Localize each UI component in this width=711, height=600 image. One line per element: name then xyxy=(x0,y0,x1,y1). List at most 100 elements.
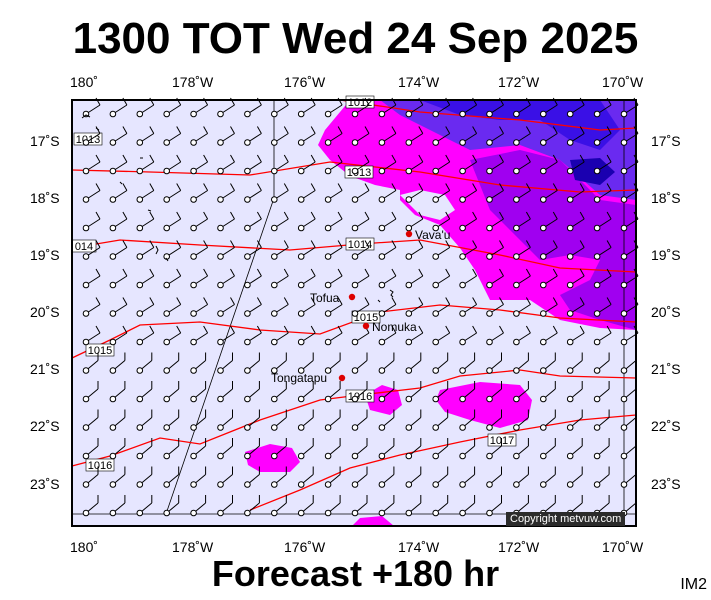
island-outline xyxy=(119,181,123,185)
wind-station-dot xyxy=(190,481,197,488)
wind-station-dot xyxy=(351,196,359,203)
wind-station-dot xyxy=(513,253,520,260)
isobar-1017 xyxy=(249,414,637,511)
wind-station-dot xyxy=(244,310,251,317)
wind-station-dot xyxy=(566,395,574,403)
isobar-label-1016-west: 1016 xyxy=(85,458,115,472)
wind-station-dot xyxy=(244,338,251,346)
wind-station-dot xyxy=(271,452,278,460)
wind-station-dot xyxy=(136,253,144,260)
wind-station-dot xyxy=(459,139,466,146)
place-marker-vavau xyxy=(405,230,413,238)
svg-text:1016: 1016 xyxy=(88,460,112,472)
svg-text:014: 014 xyxy=(75,241,93,253)
wind-station-dot xyxy=(297,452,305,460)
wind-station-dot xyxy=(620,224,628,232)
wind-station-dot xyxy=(378,253,386,260)
wind-station-dot xyxy=(486,139,493,146)
wind-station-dot xyxy=(82,367,90,374)
wind-station-dot xyxy=(217,139,224,146)
wind-station-dot xyxy=(459,253,466,260)
wind-station-dot xyxy=(593,253,601,260)
isobar-label-1014-west: 014 xyxy=(71,239,97,253)
wind-station-dot xyxy=(432,452,440,460)
wind-station-dot xyxy=(190,310,197,317)
island-outline xyxy=(81,114,91,119)
wind-station-dot xyxy=(459,509,466,517)
wind-station-dot xyxy=(540,310,547,317)
wind-station-dot xyxy=(109,310,117,317)
place-name-tongatapu: Tongatapu xyxy=(271,371,327,385)
wind-station-dot xyxy=(513,281,520,289)
wind-station-dot xyxy=(378,196,386,203)
place-name-tofua: Tofua xyxy=(310,291,340,305)
wind-station-dot xyxy=(593,424,601,431)
island-outline xyxy=(165,257,169,262)
wind-station-dot xyxy=(378,367,386,374)
wind-station-dot xyxy=(459,424,466,431)
wind-station-dot xyxy=(540,224,547,232)
lat-label: 22˚S xyxy=(651,418,681,434)
wind-station-dot xyxy=(271,481,278,488)
wind-station-dot xyxy=(540,281,547,289)
wind-station-dot xyxy=(271,253,278,260)
wind-station-dot xyxy=(566,167,574,175)
wind-station-dot xyxy=(297,395,305,403)
wind-station-dot xyxy=(136,338,144,346)
wind-station-dot xyxy=(566,281,574,289)
wind-station-dot xyxy=(405,196,413,203)
wind-station-dot xyxy=(459,110,466,118)
forecast-lead-time: Forecast +180 hr xyxy=(211,553,500,594)
svg-text:1016: 1016 xyxy=(348,391,372,403)
wind-station-dot xyxy=(566,481,574,488)
wind-station-dot xyxy=(163,509,170,517)
wind-station-dot xyxy=(244,224,251,232)
wind-station-dot xyxy=(486,509,493,517)
wind-station-dot xyxy=(405,452,413,460)
wind-station-dot xyxy=(109,424,117,431)
wind-station-dot xyxy=(190,110,197,118)
wind-station-dot xyxy=(217,367,224,374)
wind-station-dot xyxy=(163,310,170,317)
wind-station-dot xyxy=(405,310,413,317)
wind-station-dot xyxy=(324,281,332,289)
wind-station-dot xyxy=(244,452,251,460)
lat-label: 20˚S xyxy=(30,304,60,320)
wind-station-dot xyxy=(459,281,466,289)
wind-station-dot xyxy=(620,196,628,203)
lat-label: 23˚S xyxy=(651,476,681,492)
wind-station-dot xyxy=(513,310,520,317)
wind-station-dot xyxy=(486,281,493,289)
lat-label: 19˚S xyxy=(651,247,681,263)
wind-station-dot xyxy=(297,310,305,317)
wind-station-dot xyxy=(432,224,440,232)
wind-station-dot xyxy=(109,167,117,175)
wind-station-dot xyxy=(566,196,574,203)
wind-station-dot xyxy=(324,196,332,203)
wind-station-dot xyxy=(163,139,170,146)
isobar-label-1015-west: 1015 xyxy=(85,343,115,357)
wind-station-dot xyxy=(324,253,332,260)
wind-station-dot xyxy=(378,338,386,346)
lat-label: 18˚S xyxy=(651,190,681,206)
svg-text:1014: 1014 xyxy=(348,239,372,251)
wind-station-dot xyxy=(136,424,144,431)
wind-station-dot xyxy=(109,196,117,203)
place-marker-nomuka xyxy=(362,322,370,330)
wind-station-dot xyxy=(351,424,359,431)
wind-station-dot xyxy=(244,281,251,289)
lat-label: 18˚S xyxy=(30,190,60,206)
wind-station-dot xyxy=(190,509,197,517)
wind-station-dot xyxy=(82,196,90,203)
lat-label: 19˚S xyxy=(30,247,60,263)
wind-station-dot xyxy=(244,509,251,517)
wind-station-dot xyxy=(620,253,628,260)
wind-station-dot xyxy=(459,224,466,232)
lon-label: 178˚W xyxy=(172,74,214,90)
lon-label: 170˚W xyxy=(602,74,644,90)
isobar-label-1015-center: 1015 xyxy=(351,310,381,324)
wind-station-dot xyxy=(136,110,144,118)
wind-station-dot xyxy=(432,310,440,317)
wind-station-dot xyxy=(459,167,466,175)
wind-station-dot xyxy=(593,481,601,488)
